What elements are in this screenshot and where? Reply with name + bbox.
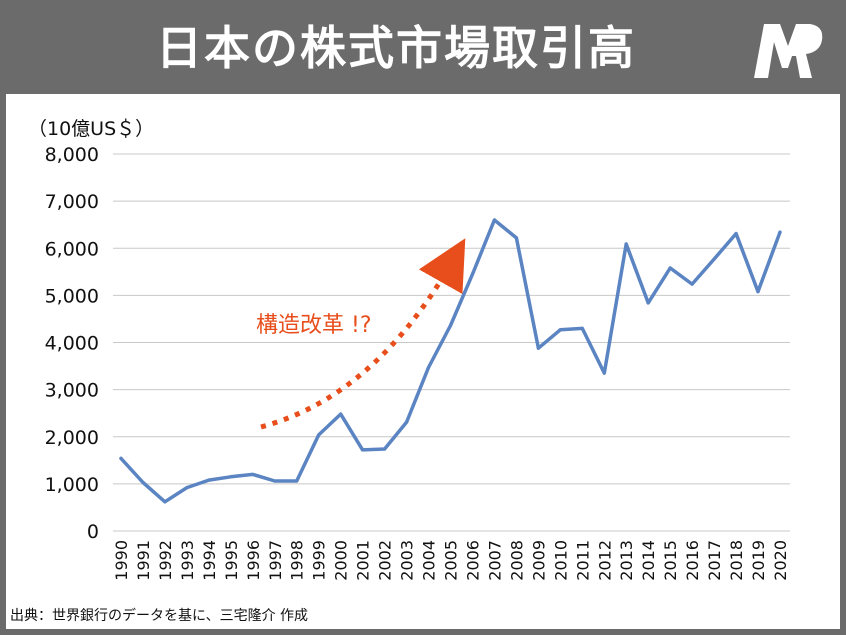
x-tick-label: 2020 <box>771 540 790 581</box>
data-point <box>426 365 431 370</box>
x-tick-label: 2001 <box>354 540 373 581</box>
y-tick-label: 6,000 <box>45 238 99 260</box>
data-point <box>470 272 475 276</box>
x-tick-label: 2000 <box>332 540 351 581</box>
data-point <box>383 447 387 451</box>
x-tick-label: 1994 <box>200 540 219 581</box>
data-point <box>492 218 497 222</box>
x-tick-label: 2011 <box>573 540 592 581</box>
x-tick-label: 2005 <box>442 540 461 581</box>
x-tick-label: 2018 <box>727 540 746 581</box>
y-tick-label: 2,000 <box>45 427 99 449</box>
data-point <box>646 301 650 305</box>
data-point <box>602 371 606 375</box>
data-point <box>207 478 211 482</box>
y-tick-label: 3,000 <box>45 380 99 402</box>
x-tick-label: 2017 <box>705 540 724 581</box>
x-tick-label: 1991 <box>134 540 153 581</box>
data-point <box>668 266 672 270</box>
data-point <box>229 475 233 479</box>
x-tick-label: 1992 <box>156 540 175 581</box>
annotation-label: 構造改革 !? <box>256 313 372 338</box>
x-tick-label: 2004 <box>420 540 439 581</box>
y-tick-label: 7,000 <box>45 191 99 213</box>
x-tick-label: 2010 <box>551 540 570 581</box>
data-point <box>404 420 409 424</box>
x-tick-label: 2014 <box>639 540 658 581</box>
data-point <box>361 448 365 452</box>
y-tick-label: 5,000 <box>45 285 99 307</box>
data-point <box>690 282 694 286</box>
data-point <box>514 236 518 240</box>
annotation-arrowhead <box>439 242 461 274</box>
annotation-arrow <box>260 238 466 430</box>
x-tick-label: 2006 <box>463 540 482 581</box>
data-point <box>339 412 343 416</box>
data-point <box>295 479 299 483</box>
data-point <box>624 242 628 246</box>
title-bar: 日本の株式市場取引高 <box>6 6 840 94</box>
chart-title: 日本の株式市場取引高 <box>156 21 636 75</box>
x-tick-label: 2002 <box>376 540 395 581</box>
x-tick-label: 1995 <box>222 540 241 581</box>
data-point <box>536 346 540 350</box>
data-point <box>756 290 760 294</box>
data-point <box>185 486 189 490</box>
y-axis-unit-label: （10億US＄） <box>28 118 155 140</box>
data-point <box>778 230 782 234</box>
data-point <box>273 479 277 483</box>
data-point <box>558 328 562 332</box>
data-point <box>448 323 453 328</box>
x-tick-label: 1999 <box>310 540 329 581</box>
x-tick-label: 1993 <box>178 540 197 581</box>
x-tick-label: 1997 <box>266 540 285 581</box>
y-tick-label: 4,000 <box>45 333 99 355</box>
x-tick-label: 2016 <box>683 540 702 581</box>
x-tick-label: 1990 <box>112 540 131 581</box>
data-point <box>119 456 123 461</box>
data-point <box>251 472 255 477</box>
x-tick-label: 2008 <box>507 540 526 581</box>
y-tick-label: 8,000 <box>45 144 99 166</box>
x-tick-label: 2007 <box>485 540 504 581</box>
y-tick-label: 1,000 <box>45 474 99 496</box>
data-point <box>712 257 716 261</box>
x-tick-label: 2003 <box>398 540 417 581</box>
x-tick-label: 2009 <box>529 540 548 581</box>
x-tick-label: 2012 <box>595 540 614 581</box>
y-tick-label: 0 <box>87 521 99 543</box>
line-chart: 0 1,000 2,000 3,000 4,000 5,000 6,000 7,000 8,00… <box>45 144 790 581</box>
x-tick-label: 1998 <box>288 540 307 581</box>
data-point <box>734 232 738 236</box>
x-tick-label: 2019 <box>749 540 768 581</box>
data-point <box>317 433 321 437</box>
data-point <box>163 500 167 504</box>
data-point <box>141 480 145 485</box>
x-tick-label: 2015 <box>661 540 680 581</box>
x-tick-label: 1996 <box>244 540 263 581</box>
source-note: 出典：世界銀行のデータを基に、三宅隆介 作成 <box>10 608 309 624</box>
x-tick-label: 2013 <box>617 540 636 581</box>
mj-logo-icon <box>754 24 823 78</box>
data-point <box>580 326 584 330</box>
